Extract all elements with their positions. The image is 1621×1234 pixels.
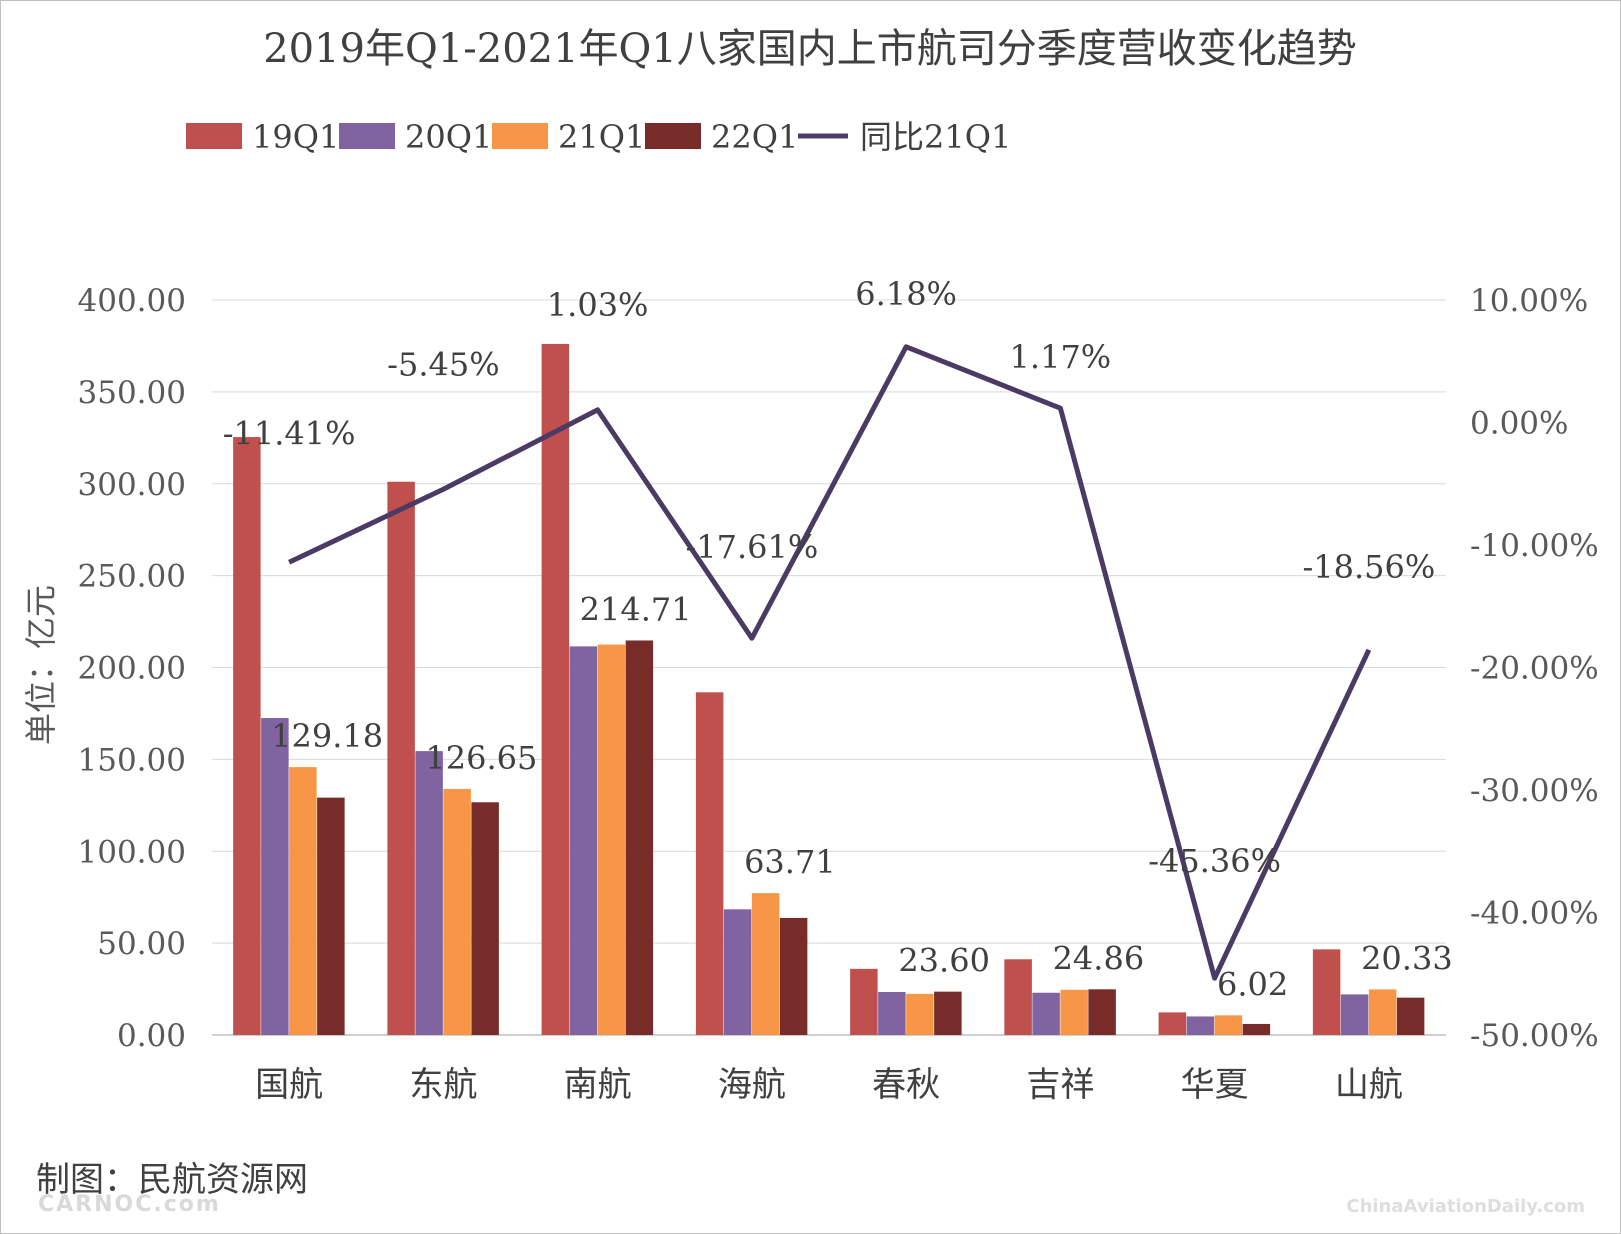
line-value-label: -11.41% bbox=[223, 414, 356, 452]
bar-21Q1 bbox=[289, 767, 317, 1035]
line-value-label: 6.18% bbox=[855, 275, 957, 313]
bar-21Q1 bbox=[1214, 1015, 1243, 1035]
bar-22Q1 bbox=[317, 797, 345, 1035]
x-axis-ticks: 国航 东航 南航 海航 春秋 吉祥 华夏 山航 bbox=[255, 1065, 1403, 1105]
bar-value-label: 24.86 bbox=[1053, 939, 1145, 977]
bar-22Q1 bbox=[1396, 997, 1425, 1035]
y-tick-label: 50.00 bbox=[97, 926, 186, 962]
y2-tick-label: 10.00% bbox=[1470, 283, 1588, 319]
watermark-right: ChinaAviationDaily.com bbox=[1346, 1196, 1585, 1217]
legend-swatch-20Q1 bbox=[339, 123, 395, 149]
y-tick-label: 400.00 bbox=[78, 283, 186, 319]
bars bbox=[233, 343, 1425, 1035]
bar-19Q1 bbox=[695, 692, 724, 1035]
y2-axis-ticks: -50.00% -40.00% -30.00% -20.00% -10.00% 0.00%… bbox=[1470, 283, 1599, 1054]
x-tick-label: 南航 bbox=[564, 1065, 632, 1105]
bar-19Q1 bbox=[1312, 949, 1341, 1035]
legend-swatch-22Q1 bbox=[645, 123, 701, 149]
bar-value-label: 23.60 bbox=[898, 942, 990, 980]
bar-value-label: 214.71 bbox=[580, 590, 692, 628]
bar-20Q1 bbox=[415, 751, 443, 1035]
bar-19Q1 bbox=[541, 343, 570, 1035]
legend-label: 同比21Q1 bbox=[860, 118, 1011, 156]
legend-label: 19Q1 bbox=[252, 118, 339, 156]
bar-20Q1 bbox=[1340, 994, 1369, 1035]
y2-tick-label: -30.00% bbox=[1470, 773, 1599, 809]
x-tick-label: 春秋 bbox=[872, 1065, 940, 1105]
bar-value-label: 63.71 bbox=[744, 843, 836, 881]
y-tick-label: 350.00 bbox=[78, 375, 186, 411]
line-value-label: -18.56% bbox=[1302, 548, 1435, 586]
bar-20Q1 bbox=[569, 646, 598, 1035]
y-tick-label: 200.00 bbox=[78, 651, 186, 687]
y-tick-label: 150.00 bbox=[78, 742, 186, 778]
legend-swatch-21Q1 bbox=[492, 123, 548, 149]
yoy-line bbox=[288, 344, 1372, 981]
chart-credit: 制图：民航资源网 bbox=[36, 1160, 308, 1200]
chart-title: 2019年Q1-2021年Q1八家国内上市航司分季度营收变化趋势 bbox=[263, 26, 1357, 72]
bar-22Q1 bbox=[1242, 1023, 1271, 1035]
legend: 19Q1 20Q1 21Q1 22Q1 同比21Q1 bbox=[186, 118, 1011, 156]
legend-swatch-19Q1 bbox=[186, 123, 242, 149]
bar-22Q1 bbox=[779, 917, 808, 1035]
x-tick-label: 海航 bbox=[718, 1065, 786, 1105]
bar-value-label: 129.18 bbox=[271, 717, 383, 755]
y-axis-ticks: 0.00 50.00 100.00 150.00 200.00 250.00 300.00 3… bbox=[78, 283, 186, 1054]
legend-label: 22Q1 bbox=[711, 118, 798, 156]
x-tick-label: 国航 bbox=[255, 1065, 323, 1105]
bar-value-label: 126.65 bbox=[425, 739, 537, 777]
bar-21Q1 bbox=[751, 893, 780, 1035]
bar-19Q1 bbox=[233, 437, 261, 1035]
bar-22Q1 bbox=[471, 802, 499, 1035]
line-value-label: 1.17% bbox=[1010, 338, 1112, 376]
bar-22Q1 bbox=[625, 640, 654, 1035]
y-axis-label: 单位：亿元 bbox=[22, 585, 60, 745]
y2-tick-label: -10.00% bbox=[1470, 528, 1599, 564]
bar-value-label: 20.33 bbox=[1361, 939, 1453, 977]
bar-19Q1 bbox=[1004, 959, 1032, 1035]
bar-21Q1 bbox=[1368, 989, 1397, 1035]
y2-tick-label: -50.00% bbox=[1470, 1018, 1599, 1054]
y2-tick-label: 0.00% bbox=[1470, 406, 1568, 442]
x-tick-label: 华夏 bbox=[1181, 1065, 1249, 1105]
line-value-label: -45.36% bbox=[1148, 842, 1281, 880]
bar-value-label: 6.02 bbox=[1217, 965, 1288, 1003]
yoy-line-path bbox=[288, 344, 1372, 981]
bar-20Q1 bbox=[1032, 992, 1060, 1035]
x-tick-label: 东航 bbox=[409, 1065, 477, 1105]
x-tick-label: 山航 bbox=[1335, 1065, 1403, 1105]
legend-label: 21Q1 bbox=[558, 118, 645, 156]
bar-21Q1 bbox=[597, 644, 626, 1035]
watermark-left: CARNOC.com bbox=[38, 1192, 221, 1217]
y-tick-label: 0.00 bbox=[117, 1018, 186, 1054]
y-tick-label: 100.00 bbox=[78, 834, 186, 870]
y2-tick-label: -40.00% bbox=[1470, 896, 1599, 932]
bar-20Q1 bbox=[1186, 1016, 1215, 1035]
bar-20Q1 bbox=[261, 718, 289, 1035]
y-tick-label: 250.00 bbox=[78, 559, 186, 595]
bar-19Q1 bbox=[387, 481, 415, 1035]
y2-tick-label: -20.00% bbox=[1470, 651, 1599, 687]
bar-19Q1 bbox=[1158, 1012, 1187, 1035]
bar-21Q1 bbox=[906, 993, 934, 1035]
bar-19Q1 bbox=[850, 968, 878, 1035]
bar-22Q1 bbox=[934, 991, 962, 1035]
bar-21Q1 bbox=[1060, 989, 1088, 1035]
bar-20Q1 bbox=[723, 909, 752, 1035]
bar-22Q1 bbox=[1088, 989, 1116, 1035]
line-value-label: -5.45% bbox=[387, 345, 499, 383]
bar-20Q1 bbox=[878, 992, 906, 1035]
legend-label: 20Q1 bbox=[405, 118, 492, 156]
y-tick-label: 300.00 bbox=[78, 467, 186, 503]
line-value-label: -17.61% bbox=[685, 528, 818, 566]
data-labels: 129.18 126.65 214.71 63.71 23.60 24.86 6.02 20.… bbox=[223, 275, 1453, 1004]
x-tick-label: 吉祥 bbox=[1026, 1065, 1094, 1105]
line-value-label: 1.03% bbox=[547, 286, 649, 324]
bar-21Q1 bbox=[443, 788, 471, 1035]
